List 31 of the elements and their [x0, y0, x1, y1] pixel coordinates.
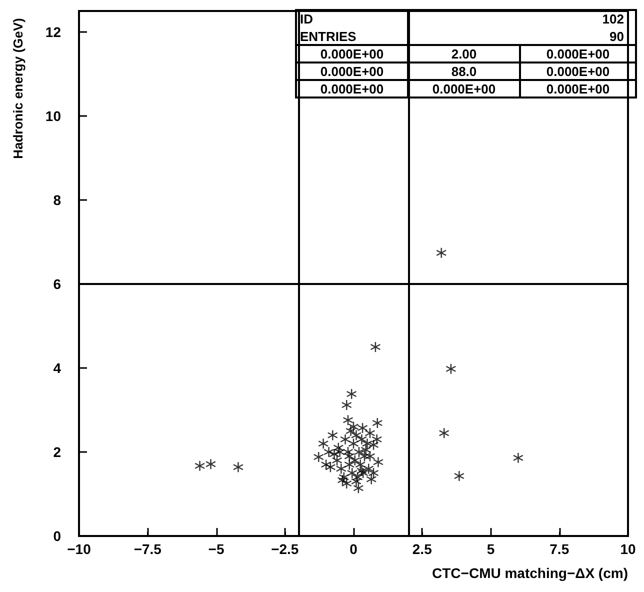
y-tick-label: 6 — [53, 276, 62, 292]
annotation: 90 — [610, 28, 624, 44]
annotation: 0.000E+00 — [546, 46, 610, 62]
annotation: ENTRIES — [300, 28, 357, 44]
y-tick-label: 12 — [45, 24, 62, 40]
x-tick-label: 7.5 — [550, 541, 570, 557]
x-tick-label: −5 — [208, 541, 224, 557]
x-tick-label: −7.5 — [134, 541, 162, 557]
y-tick-label: 10 — [45, 108, 62, 124]
x-tick-label: 2.5 — [412, 541, 432, 557]
annotation: 0.000E+00 — [546, 81, 610, 96]
annotation: 0.000E+00 — [432, 81, 496, 96]
y-tick-label: 4 — [53, 360, 62, 376]
x-axis-title: CTC−CMU matching−ΔX (cm) — [432, 565, 628, 581]
y-tick-label: 0 — [53, 528, 62, 544]
y-tick-label: 8 — [53, 192, 62, 208]
x-tick-label: 5 — [486, 541, 495, 557]
annotation: 102 — [602, 11, 624, 26]
annotation: 0.000E+00 — [320, 64, 384, 79]
x-tick-label: 10 — [620, 541, 636, 557]
annotation: ID — [300, 11, 313, 26]
annotation: 2.00 — [451, 46, 477, 62]
y-axis-title: Hadronic energy (GeV) — [10, 18, 26, 159]
x-tick-label: 0 — [350, 541, 358, 557]
annotation: 0.000E+00 — [320, 81, 384, 96]
annotation: 88.0 — [451, 64, 477, 79]
x-tick-label: −2.5 — [271, 541, 299, 557]
y-tick-label: 2 — [53, 444, 62, 460]
x-tick-label: −10 — [67, 541, 92, 557]
annotation: 0.000E+00 — [546, 64, 610, 79]
annotation: 0.000E+00 — [320, 46, 384, 62]
